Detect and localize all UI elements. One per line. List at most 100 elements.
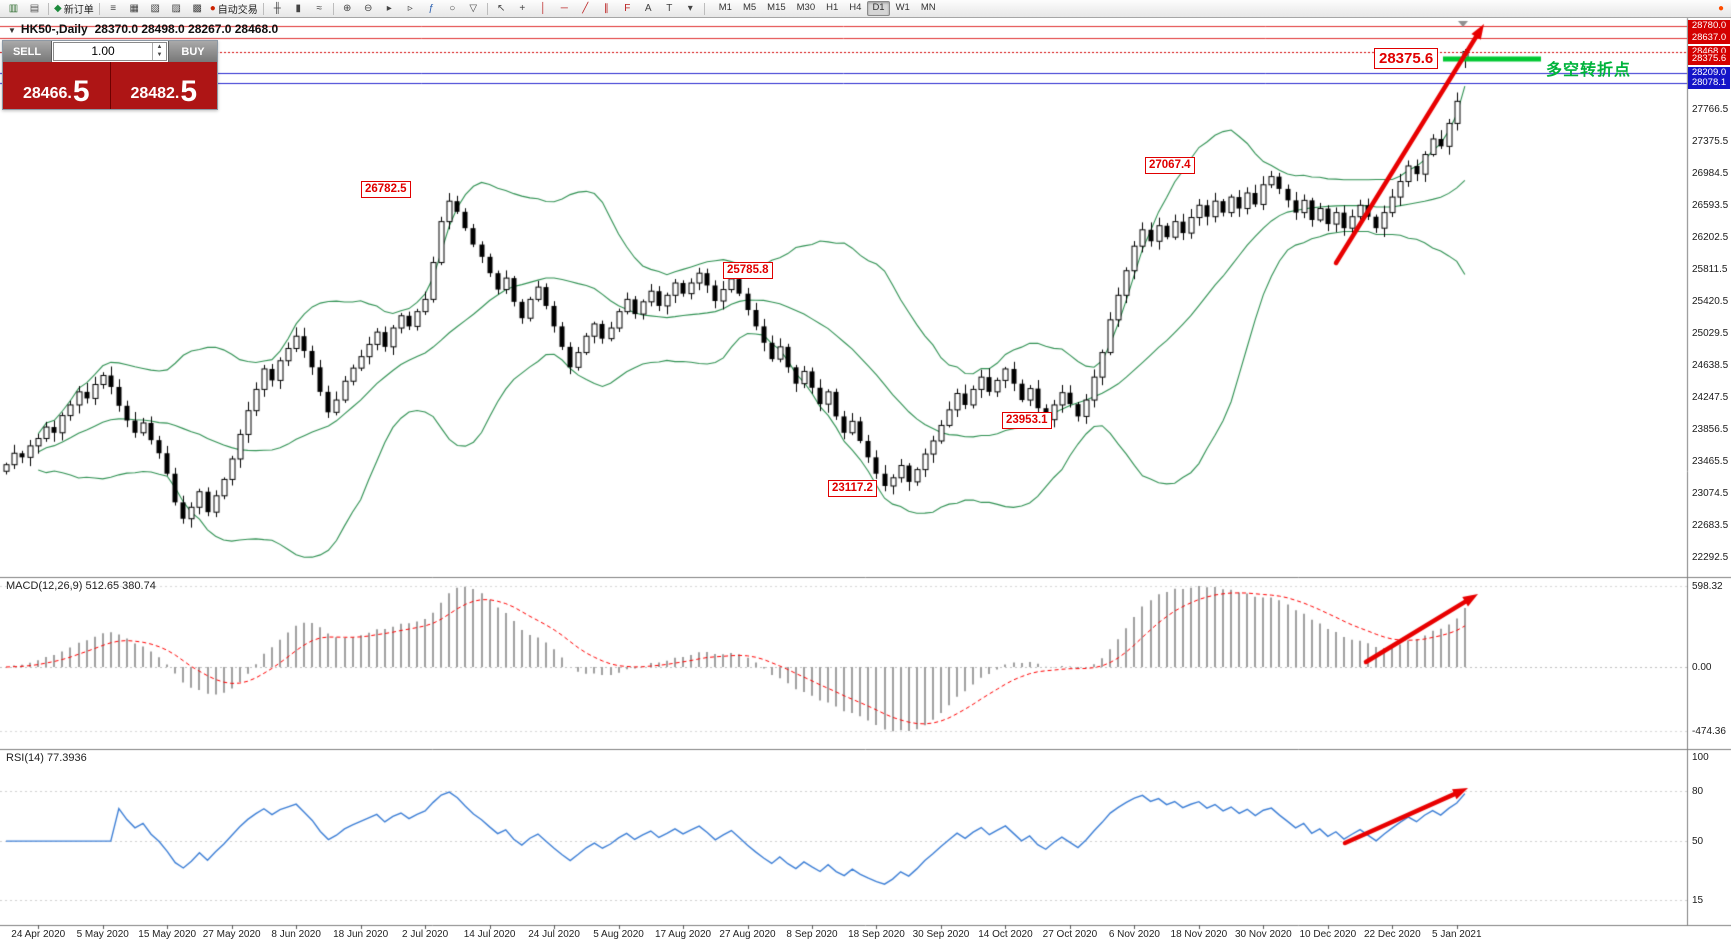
- market-watch-button[interactable]: ≡: [103, 1, 124, 16]
- timeframe-mn[interactable]: MN: [920, 2, 936, 14]
- turning-point-note[interactable]: 多空转折点: [1546, 62, 1632, 79]
- channel-tool-button[interactable]: ∥: [596, 1, 617, 16]
- indicators-button[interactable]: ƒ: [421, 1, 442, 16]
- templates-button[interactable]: ▽: [463, 1, 484, 16]
- timeframe-d1[interactable]: D1: [867, 1, 890, 16]
- rsi-axis-tick: 100: [1692, 752, 1709, 763]
- notification-icon[interactable]: ●: [1717, 2, 1724, 14]
- candles-mode-button[interactable]: ▮: [288, 1, 309, 16]
- price-tick: 27766.5: [1692, 103, 1729, 115]
- fibonacci-tool-button[interactable]: F: [617, 1, 638, 16]
- price-flag[interactable]: 25785.8: [723, 262, 773, 280]
- text-tool-icon: A: [644, 2, 652, 14]
- sell-price-main: 28466.: [22, 85, 72, 102]
- buy-price[interactable]: 28482. 5: [110, 62, 217, 109]
- timeframe-h4[interactable]: H4: [849, 2, 862, 14]
- horizontal-line-tool-button[interactable]: ─: [554, 1, 575, 16]
- vertical-line-tool-button[interactable]: │: [533, 1, 554, 16]
- chart-shift-button[interactable]: ▹: [400, 1, 421, 16]
- price-tick: 26593.5: [1692, 199, 1729, 211]
- macd-axis-min: -474.36: [1692, 726, 1726, 738]
- chart-shift-icon: ▹: [407, 2, 413, 14]
- sell-price-big: 5: [72, 75, 90, 108]
- price-tag: 28209.0: [1688, 66, 1730, 79]
- auto-scroll-button[interactable]: ▸: [379, 1, 400, 16]
- arrows-tool-icon: ▾: [687, 2, 693, 14]
- time-label: 8 Jun 2020: [271, 929, 321, 940]
- zoom-out-button[interactable]: ⊖: [358, 1, 379, 16]
- price-flag[interactable]: 23953.1: [1002, 412, 1052, 430]
- line-mode-button[interactable]: ≈: [309, 1, 330, 16]
- bars-mode-button[interactable]: ╫: [267, 1, 288, 16]
- new-order-button[interactable]: ◆ 新订单: [52, 1, 96, 16]
- time-label: 6 Nov 2020: [1108, 929, 1160, 940]
- trendline-tool-button[interactable]: ╱: [575, 1, 596, 16]
- periods-button[interactable]: ○: [442, 1, 463, 16]
- main-toolbar: ▥ ▤ ◆ 新订单 ≡ ▦ ▧ ▨ ▩ ● 自动交易 ╫ ▮ ≈ ⊕ ⊖ ▸ ▹ ƒ ○ ▽ ↖ + │ ─ ╱ ∥ F A T ▾ M1 M5…: [0, 0, 1731, 18]
- oct-collapse-icon[interactable]: ▼: [8, 26, 16, 35]
- volume-value[interactable]: 1.00: [91, 44, 115, 58]
- spinner-down-icon[interactable]: ▼: [156, 52, 163, 58]
- price-axis[interactable]: 27766.5 27375.5 26984.5 26593.5 26202.5 25811…: [1687, 18, 1731, 925]
- horizontal-line-tool-icon: ─: [560, 2, 568, 14]
- text-tool-button[interactable]: A: [638, 1, 659, 16]
- line-mode-icon: ≈: [316, 2, 323, 14]
- strategy-tester-button[interactable]: ▩: [187, 1, 208, 16]
- price-tick: 24638.5: [1692, 359, 1729, 371]
- data-window-button[interactable]: ▦: [124, 1, 145, 16]
- auto-trading-label: 自动交易: [217, 5, 258, 16]
- price-tick: 22292.5: [1692, 551, 1729, 563]
- time-label: 27 Aug 2020: [719, 929, 776, 940]
- macd-axis-zero: 0.00: [1692, 662, 1712, 673]
- price-tick: 22683.5: [1692, 519, 1729, 531]
- price-tag: 28375.6: [1688, 53, 1730, 66]
- price-flag[interactable]: 27067.4: [1145, 157, 1195, 175]
- market-watch-icon: ≡: [110, 2, 117, 14]
- timeframe-h1[interactable]: H1: [826, 2, 839, 14]
- buy-button[interactable]: BUY: [168, 41, 217, 62]
- time-label: 8 Sep 2020: [786, 929, 838, 940]
- terminal-button[interactable]: ▨: [166, 1, 187, 16]
- new-chart-button[interactable]: ▥: [3, 1, 24, 16]
- time-label: 30 Nov 2020: [1235, 929, 1292, 940]
- auto-trading-button[interactable]: ● 自动交易: [208, 1, 260, 16]
- price-flag[interactable]: 28375.6: [1374, 48, 1439, 70]
- profiles-icon: ▤: [29, 2, 40, 14]
- chart-title: ▼ HK50-,Daily 28370.0 28498.0 28267.0 2846…: [8, 22, 278, 36]
- sell-price[interactable]: 28466. 5: [3, 62, 111, 109]
- volume-spinner[interactable]: ▲ ▼: [152, 43, 166, 60]
- periods-icon: ○: [449, 2, 456, 14]
- candles-mode-icon: ▮: [295, 2, 301, 14]
- profiles-button[interactable]: ▤: [24, 1, 45, 16]
- time-label: 24 Apr 2020: [11, 929, 66, 940]
- toolbar-separator: [48, 2, 49, 15]
- rsi-label: RSI(14) 77.3936: [6, 752, 87, 764]
- crosshair-tool-button[interactable]: +: [512, 1, 533, 16]
- navigator-button[interactable]: ▧: [145, 1, 166, 16]
- sell-button[interactable]: SELL: [3, 41, 52, 62]
- macd-label: MACD(12,26,9) 512.65 380.74: [6, 580, 156, 592]
- timeframe-m1[interactable]: M1: [718, 2, 732, 14]
- arrows-tool-button[interactable]: ▾: [680, 1, 701, 16]
- price-flag[interactable]: 23117.2: [828, 480, 877, 498]
- price-tick: 23465.5: [1692, 455, 1729, 467]
- price-tick: 26984.5: [1692, 167, 1729, 179]
- label-tool-icon: T: [666, 2, 673, 14]
- time-label: 18 Sep 2020: [848, 929, 905, 940]
- timeframe-m30[interactable]: M30: [796, 2, 816, 14]
- volume-field[interactable]: 1.00 ▲ ▼: [53, 42, 167, 61]
- price-tag: 28780.0: [1688, 20, 1730, 33]
- timeframe-m15[interactable]: M15: [767, 2, 786, 14]
- rsi-axis-tick: 50: [1692, 836, 1704, 848]
- timeframe-m5[interactable]: M5: [742, 2, 757, 14]
- price-tag: 28078.1: [1688, 77, 1730, 90]
- zoom-in-button[interactable]: ⊕: [337, 1, 358, 16]
- spinner-up-icon[interactable]: ▲: [156, 44, 163, 50]
- label-tool-button[interactable]: T: [659, 1, 680, 16]
- time-axis[interactable]: 24 Apr 2020 5 May 2020 15 May 2020 27 May 2…: [0, 925, 1687, 943]
- price-flag[interactable]: 26782.5: [361, 180, 411, 198]
- time-label: 2 Jul 2020: [402, 929, 449, 940]
- cursor-tool-button[interactable]: ↖: [491, 1, 512, 16]
- timeframe-w1[interactable]: W1: [895, 2, 910, 14]
